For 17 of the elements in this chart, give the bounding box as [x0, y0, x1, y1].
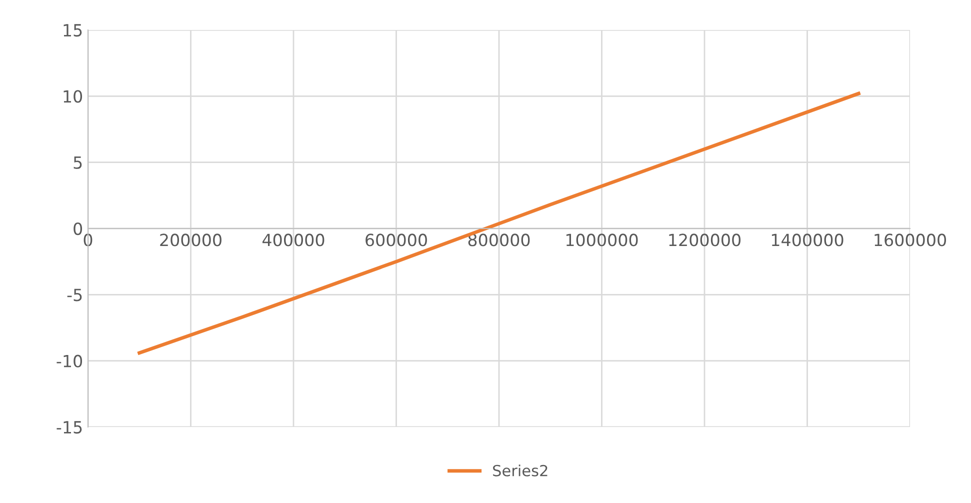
- y-tick-label: 10: [64, 90, 82, 103]
- y-tick-label: 0: [74, 222, 82, 236]
- x-tick-label: 1000000: [566, 234, 638, 246]
- x-tick-label: 600000: [366, 234, 427, 246]
- x-tick-label: 1400000: [772, 234, 844, 246]
- line-series: [138, 92, 860, 355]
- y-tick-label: -10: [56, 354, 82, 368]
- y-tick-label: 5: [74, 156, 82, 169]
- y-tick-label: 15: [64, 24, 82, 37]
- y-tick-label: -15: [56, 421, 82, 434]
- x-tick-label: 400000: [262, 234, 324, 246]
- x-tick-label: 800000: [468, 234, 530, 246]
- x-tick-label: 1600000: [874, 234, 946, 246]
- legend-label: Series2: [493, 464, 548, 476]
- x-tick-label: 200000: [160, 234, 222, 246]
- y-tick-label: -5: [67, 288, 82, 302]
- x-tick-label: 1200000: [669, 234, 741, 246]
